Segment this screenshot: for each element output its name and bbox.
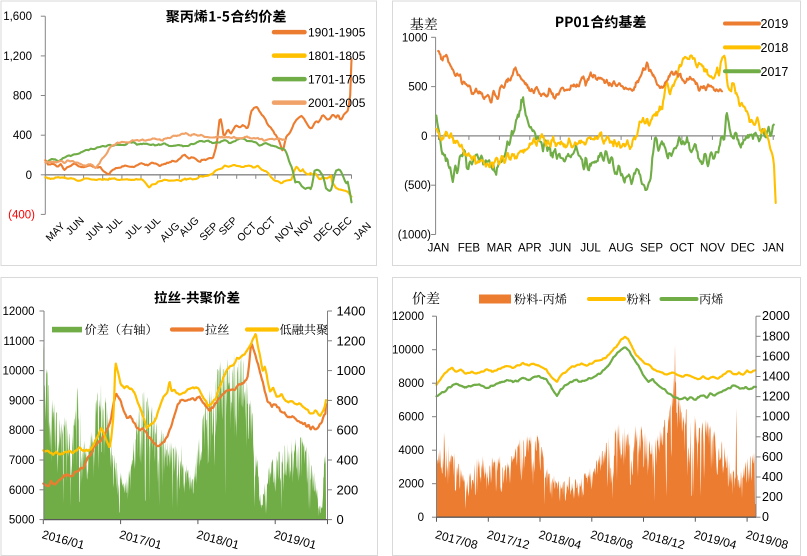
svg-text:1400: 1400 — [337, 304, 366, 319]
svg-text:800: 800 — [13, 91, 32, 103]
svg-text:FEB: FEB — [458, 243, 481, 255]
svg-text:2001-2005: 2001-2005 — [308, 96, 366, 110]
svg-text:1,600: 1,600 — [3, 11, 32, 23]
svg-text:1000: 1000 — [762, 410, 790, 424]
svg-text:1200: 1200 — [762, 390, 790, 404]
svg-text:800: 800 — [762, 430, 783, 444]
svg-text:2017: 2017 — [761, 65, 789, 79]
svg-text:400: 400 — [337, 453, 359, 468]
svg-text:8000: 8000 — [398, 378, 424, 390]
svg-text:0: 0 — [762, 510, 769, 524]
svg-text:1,200: 1,200 — [3, 51, 32, 63]
svg-text:(1000): (1000) — [398, 230, 431, 242]
svg-text:1801-1805: 1801-1805 — [308, 49, 366, 63]
svg-text:1000: 1000 — [337, 363, 366, 378]
svg-text:1800: 1800 — [762, 329, 790, 343]
svg-text:0: 0 — [26, 170, 32, 182]
svg-text:2018: 2018 — [761, 41, 789, 55]
svg-text:800: 800 — [337, 393, 359, 408]
svg-text:4000: 4000 — [398, 445, 424, 457]
svg-text:8000: 8000 — [9, 425, 35, 437]
svg-text:11000: 11000 — [3, 336, 34, 348]
svg-text:2000: 2000 — [398, 479, 424, 491]
svg-text:OCT: OCT — [670, 243, 694, 255]
svg-text:JAN: JAN — [762, 243, 784, 255]
svg-text:DEC: DEC — [731, 243, 755, 255]
svg-text:SEP: SEP — [640, 243, 663, 255]
svg-text:6000: 6000 — [9, 485, 35, 497]
svg-text:0: 0 — [337, 512, 344, 527]
svg-text:200: 200 — [337, 482, 359, 497]
svg-text:JUN: JUN — [549, 243, 571, 255]
svg-text:400: 400 — [762, 470, 783, 484]
svg-text:(400): (400) — [8, 209, 35, 221]
svg-text:1400: 1400 — [762, 370, 790, 384]
svg-text:600: 600 — [762, 450, 783, 464]
svg-text:10000: 10000 — [392, 345, 424, 357]
svg-text:2019: 2019 — [761, 17, 789, 31]
svg-text:(500): (500) — [404, 180, 431, 192]
svg-text:12000: 12000 — [3, 306, 35, 318]
svg-text:500: 500 — [408, 82, 427, 94]
svg-text:1701-1705: 1701-1705 — [308, 73, 366, 87]
svg-text:1000: 1000 — [402, 32, 428, 44]
svg-text:6000: 6000 — [398, 412, 424, 424]
svg-text:AUG: AUG — [609, 243, 634, 255]
svg-text:9000: 9000 — [9, 395, 35, 407]
svg-text:1600: 1600 — [762, 349, 790, 363]
svg-text:7000: 7000 — [9, 455, 35, 467]
svg-text:NOV: NOV — [700, 243, 725, 255]
svg-text:JUL: JUL — [580, 243, 601, 255]
svg-text:400: 400 — [13, 130, 32, 142]
svg-text:0: 0 — [421, 131, 427, 143]
svg-text:JAN: JAN — [428, 243, 450, 255]
svg-text:MAR: MAR — [487, 243, 513, 255]
svg-text:12000: 12000 — [392, 311, 424, 323]
svg-text:2000: 2000 — [762, 309, 790, 323]
svg-text:0: 0 — [418, 512, 424, 524]
svg-text:200: 200 — [762, 490, 783, 504]
svg-text:1200: 1200 — [337, 333, 366, 348]
svg-text:1901-1905: 1901-1905 — [308, 26, 366, 40]
svg-text:10000: 10000 — [3, 366, 35, 378]
svg-text:5000: 5000 — [9, 515, 35, 527]
svg-text:600: 600 — [337, 423, 359, 438]
svg-text:APR: APR — [518, 243, 542, 255]
